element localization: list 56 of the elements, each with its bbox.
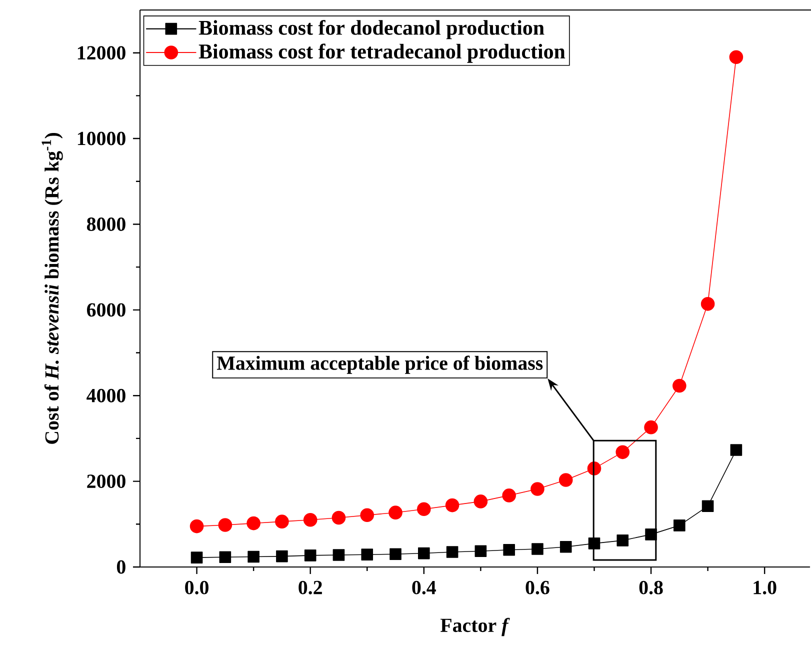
point bbox=[246, 516, 260, 530]
point bbox=[275, 514, 289, 528]
x-axis-title: Factor f bbox=[440, 618, 510, 636]
x-tick-label: 0.0 bbox=[185, 580, 208, 594]
y-tick-label: 6000 bbox=[86, 303, 126, 317]
point bbox=[503, 544, 515, 556]
point bbox=[417, 502, 431, 516]
point bbox=[190, 519, 204, 534]
point bbox=[248, 550, 260, 563]
legend-label: Biomass cost for dodecanol production bbox=[198, 20, 544, 40]
point bbox=[361, 548, 374, 560]
point bbox=[388, 506, 402, 520]
y-tick-label: 12000 bbox=[78, 46, 126, 60]
point bbox=[446, 546, 458, 558]
point bbox=[672, 378, 686, 393]
point bbox=[560, 540, 572, 553]
point bbox=[700, 297, 715, 311]
y-tick-label: 4000 bbox=[86, 388, 126, 402]
point bbox=[445, 498, 460, 512]
x-tick-label: 0.2 bbox=[298, 580, 322, 594]
point bbox=[190, 552, 203, 564]
point bbox=[303, 512, 318, 527]
point bbox=[729, 50, 744, 64]
y-tick-label: 8000 bbox=[86, 218, 126, 231]
point bbox=[616, 534, 629, 546]
y-axis-title: Cost of H. stevensii biomass (Rs kg$^{-1}$) bbox=[42, 133, 63, 444]
point bbox=[418, 547, 430, 560]
point bbox=[616, 445, 630, 460]
point bbox=[218, 518, 232, 532]
point bbox=[332, 510, 346, 525]
y-tick-label: 2000 bbox=[87, 474, 126, 488]
annotation: Maximum acceptable price of biomass bbox=[216, 356, 543, 374]
point bbox=[532, 543, 544, 555]
point bbox=[702, 500, 714, 512]
point bbox=[276, 550, 288, 562]
point bbox=[304, 550, 316, 562]
x-tick-label: 1.0 bbox=[754, 580, 776, 594]
y-tick-label: 0 bbox=[116, 560, 126, 574]
point bbox=[645, 528, 657, 540]
point bbox=[360, 508, 374, 522]
x-tick-label: 0.6 bbox=[526, 580, 550, 594]
x-tick-label: 0.4 bbox=[412, 580, 436, 594]
point bbox=[644, 420, 658, 434]
point bbox=[558, 473, 573, 487]
point bbox=[530, 482, 544, 496]
point bbox=[474, 545, 487, 558]
point bbox=[219, 551, 232, 564]
point bbox=[730, 444, 742, 456]
point bbox=[502, 488, 516, 502]
point bbox=[332, 549, 345, 561]
x-tick-label: 0.8 bbox=[639, 580, 663, 594]
y-tick-label: 10000 bbox=[78, 132, 126, 146]
point bbox=[474, 494, 488, 508]
point bbox=[390, 548, 402, 560]
legend-label: Biomass cost for tetradecanol production bbox=[198, 44, 566, 63]
point bbox=[674, 520, 686, 532]
